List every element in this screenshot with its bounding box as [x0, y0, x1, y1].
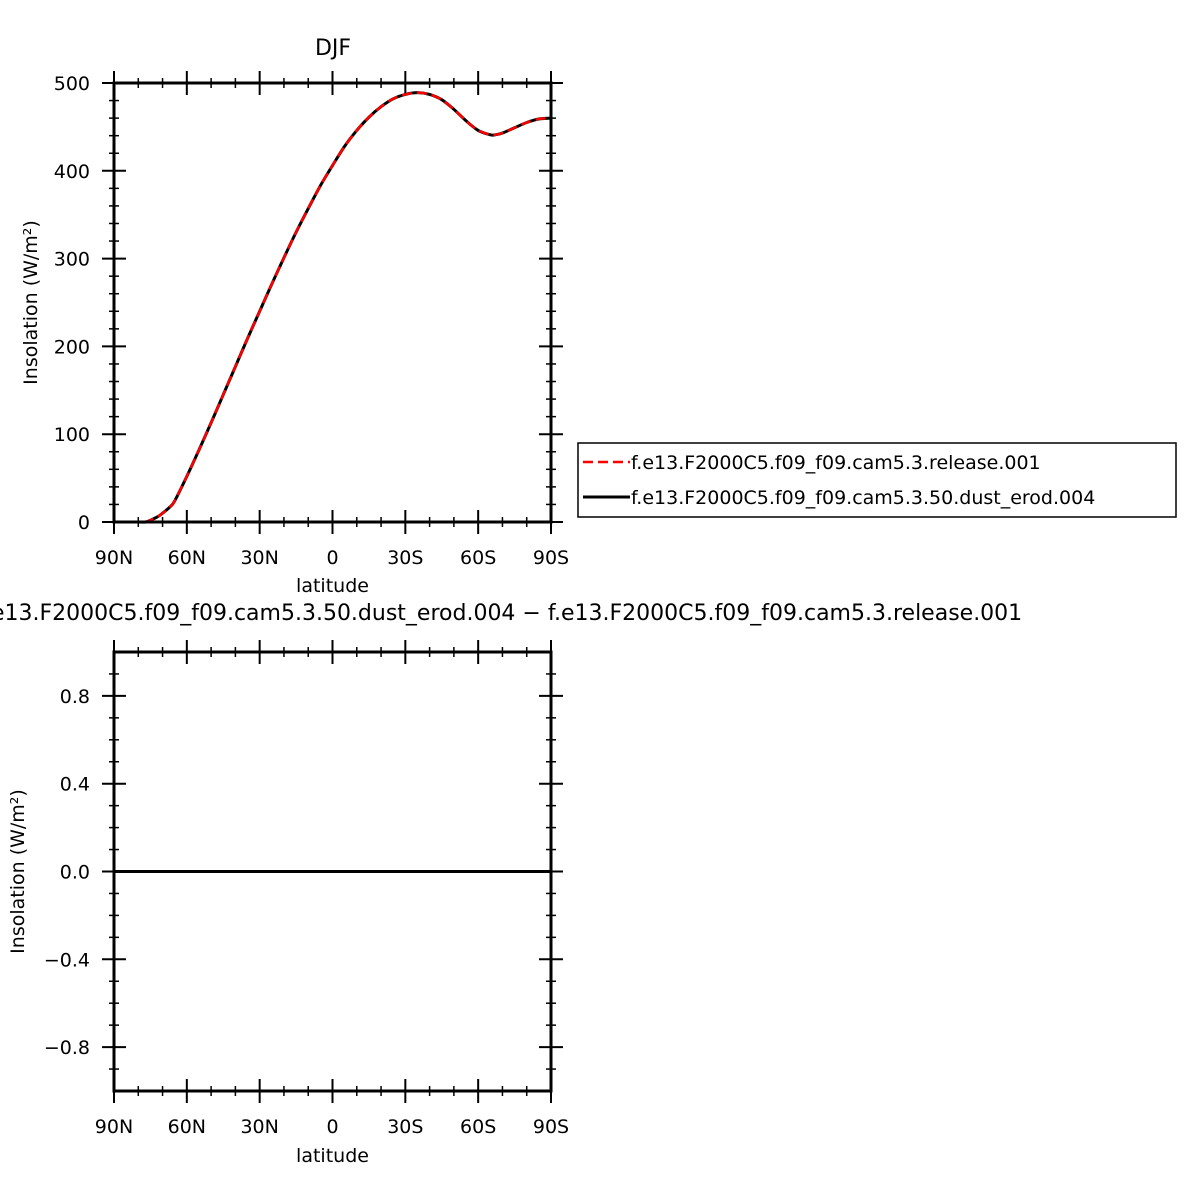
x-tick-label: 60N — [168, 547, 206, 569]
y-tick-label: 0 — [78, 512, 90, 534]
legend: f.e13.F2000C5.f09_f09.cam5.3.release.001… — [577, 442, 1177, 518]
x-axis-title: latitude — [296, 575, 369, 597]
y-axis-title: Insolation (W/m²) — [20, 220, 42, 385]
series-line — [114, 91, 552, 524]
x-tick-label: 90N — [95, 1116, 133, 1138]
y-tick-label: 0.4 — [60, 774, 90, 796]
y-tick-label: 400 — [54, 161, 90, 183]
plot-title: f.e13.F2000C5.f09_f09.cam5.3.50.dust_ero… — [0, 601, 1022, 626]
y-tick-label: 500 — [54, 73, 90, 95]
legend-label-dust-erod: f.e13.F2000C5.f09_f09.cam5.3.50.dust_ero… — [631, 487, 1095, 509]
series-lines — [114, 91, 552, 524]
legend-label-release: f.e13.F2000C5.f09_f09.cam5.3.release.001 — [631, 452, 1041, 474]
plot-frame — [112, 650, 553, 1093]
x-tick-label: 90S — [533, 1116, 569, 1138]
y-tick-label: 200 — [54, 336, 90, 358]
insolation-panel: DJF 90N 60N 30N 0 30S 60S 90S0100200300400500 … — [20, 36, 569, 597]
x-tick-label: 0 — [326, 1116, 338, 1138]
x-tick-label: 60S — [460, 1116, 496, 1138]
x-tick-label: 30S — [387, 547, 423, 569]
difference-panel: f.e13.F2000C5.f09_f09.cam5.3.50.dust_ero… — [0, 601, 1022, 1167]
y-tick-label: −0.8 — [44, 1037, 90, 1059]
y-tick-label: −0.4 — [44, 949, 90, 971]
tick-labels: 90N 60N 30N 0 30S 60S 90S 0 100 200 300 400 500 — [54, 73, 569, 569]
x-tick-label: 0 — [326, 547, 338, 569]
y-tick-label: 100 — [54, 424, 90, 446]
series-line — [114, 91, 552, 524]
x-tick-label: 30S — [387, 1116, 423, 1138]
x-tick-label: 90N — [95, 547, 133, 569]
plot-title: DJF — [315, 36, 351, 61]
y-axis-title: Insolation (W/m²) — [7, 789, 29, 954]
x-tick-label: 60N — [168, 1116, 206, 1138]
x-tick-label: 60S — [460, 547, 496, 569]
x-tick-label: 90S — [533, 547, 569, 569]
plot-frame — [112, 81, 553, 524]
x-axis-title: latitude — [296, 1145, 369, 1167]
legend-box — [577, 442, 1177, 518]
axis-ticks — [102, 71, 563, 534]
y-tick-label: 300 — [54, 249, 90, 271]
x-tick-label: 30N — [240, 547, 278, 569]
tick-labels: 90N 60N 30N 0 30S 60S 90S −0.8 −0.4 0.0 0.4 0.8 — [44, 686, 569, 1138]
y-tick-label: 0.8 — [60, 686, 90, 708]
x-tick-label: 30N — [240, 1116, 278, 1138]
y-tick-label: 0.0 — [60, 862, 90, 884]
